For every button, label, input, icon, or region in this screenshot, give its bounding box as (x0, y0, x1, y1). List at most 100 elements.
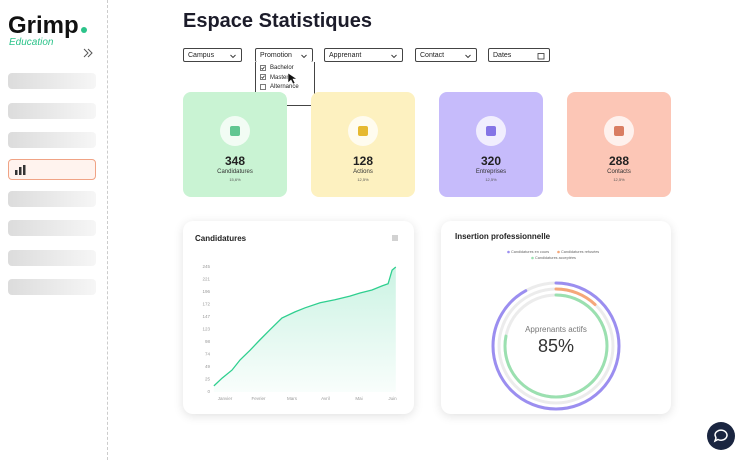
y-tick-label: 49 (205, 364, 211, 369)
stat-value: 288 (608, 154, 630, 168)
filter-icon (465, 54, 471, 59)
icon-glyph (358, 126, 368, 136)
collapse-button[interactable] (82, 47, 94, 59)
ring-bar (497, 287, 615, 405)
filter-icon (391, 54, 397, 59)
line-series (213, 266, 397, 387)
chart-title: Insertion professionnelle (455, 232, 551, 241)
logo-dot (81, 27, 87, 33)
center-label: Apprenants actifs (525, 325, 587, 334)
stat-change: 12,5% (485, 177, 497, 182)
x-tick-label: Fevrier (251, 396, 266, 401)
stat-label: Candidatures (217, 169, 253, 175)
nav-item[interactable] (8, 73, 96, 89)
filter-label: Campus (188, 52, 215, 59)
chevron (301, 54, 307, 59)
card-icon (348, 116, 378, 146)
legend-label: Candidatures refusées (561, 250, 599, 254)
stat-label: Contacts (607, 169, 631, 175)
filter-label: Promotion (260, 52, 292, 59)
legend-marker (507, 250, 510, 254)
card-icon (604, 116, 634, 146)
legend-label: Candidatures en cours (511, 250, 549, 254)
chart-menu[interactable] (392, 235, 398, 241)
stat-card: 128 Actions 12,5% (311, 92, 415, 197)
chart-title: Candidatures (195, 234, 247, 243)
stat-value: 348 (224, 154, 246, 168)
stat-label: Entreprises (475, 169, 507, 175)
x-tick-label: Avril (321, 396, 330, 401)
cursor-arrow (287, 72, 298, 85)
checkbox-box (260, 83, 266, 90)
cursor (287, 72, 298, 85)
nav-item[interactable] (8, 220, 96, 236)
dropdown-option[interactable]: Bachelor (260, 64, 294, 72)
chevron (465, 54, 471, 59)
option-label: Alternance (270, 84, 299, 90)
filter-icon (230, 54, 236, 59)
x-tick-label: Juin (388, 396, 397, 401)
nav-item[interactable] (8, 191, 96, 207)
icon-glyph (230, 126, 240, 136)
y-tick-label: 172 (202, 301, 210, 306)
filter-dropdown[interactable]: Apprenant (324, 48, 403, 62)
option-label: Master (270, 74, 289, 81)
line-area (213, 267, 396, 392)
dropdown-option[interactable]: Alternance (260, 83, 299, 91)
dropdown-option[interactable]: Master (260, 74, 288, 82)
nav-item[interactable] (8, 250, 96, 266)
nav-item[interactable] (8, 132, 96, 148)
stat-label: Actions (353, 169, 373, 175)
checkbox (260, 83, 266, 90)
chat-button[interactable] (706, 421, 736, 451)
nav-item[interactable] (8, 279, 96, 295)
stat-value: 128 (352, 154, 374, 168)
legend-marker (531, 256, 534, 260)
nav-item[interactable] (8, 103, 96, 119)
filter-label: Contact (420, 52, 445, 59)
filter-label: Dates (493, 52, 512, 59)
stat-card: 320 Entreprises 12,5% (439, 92, 543, 197)
stat-change: 15,6% (229, 177, 241, 182)
center-value: 85% (538, 336, 574, 356)
y-tick-label: 245 (202, 264, 210, 269)
stat-value: 320 (480, 154, 502, 168)
nav-item-active[interactable] (8, 159, 96, 180)
stats-icon (15, 165, 26, 175)
y-tick-label: 147 (202, 314, 210, 319)
stat-change: 12,5% (613, 177, 625, 182)
radial-chart-panel: Insertion professionnelle Candidatures en… (441, 221, 671, 414)
y-tick-label: 221 (202, 276, 210, 281)
logo-subtitle: Education (9, 37, 54, 48)
legend-marker (557, 250, 560, 254)
checkbox (260, 74, 266, 80)
page-title: Espace Statistiques (183, 10, 372, 32)
y-tick-label: 196 (202, 289, 210, 294)
icon-glyph (614, 126, 624, 136)
filter-dropdown[interactable]: Dates (488, 48, 550, 62)
sidebar: Grimp Education (0, 0, 108, 460)
x-tick-label: Janvier (218, 396, 233, 401)
x-tick-label: Mai (355, 396, 362, 401)
checkmark (261, 65, 265, 70)
ring-bar (491, 281, 621, 411)
card-icon (476, 116, 506, 146)
checkmark (261, 75, 265, 79)
filter-label: Apprenant (329, 52, 362, 59)
filter-dropdown[interactable]: Contact (415, 48, 477, 62)
filter-icon (301, 54, 307, 59)
filter-dropdown[interactable]: Campus (183, 48, 242, 62)
filter-dropdown[interactable]: Promotion (255, 48, 313, 62)
icon-glyph (486, 126, 496, 136)
logo: Grimp (8, 12, 79, 39)
stat-change: 12,5% (357, 177, 369, 182)
legend-label: Candidatures acceptées (535, 256, 576, 260)
stat-card: 288 Contacts 12,5% (567, 92, 671, 197)
y-tick-label: 25 (205, 376, 211, 381)
y-tick-label: 98 (205, 339, 211, 344)
y-tick-label: 123 (202, 326, 210, 331)
filter-icon (537, 53, 545, 60)
card-icon (220, 116, 250, 146)
checkbox (260, 64, 266, 71)
